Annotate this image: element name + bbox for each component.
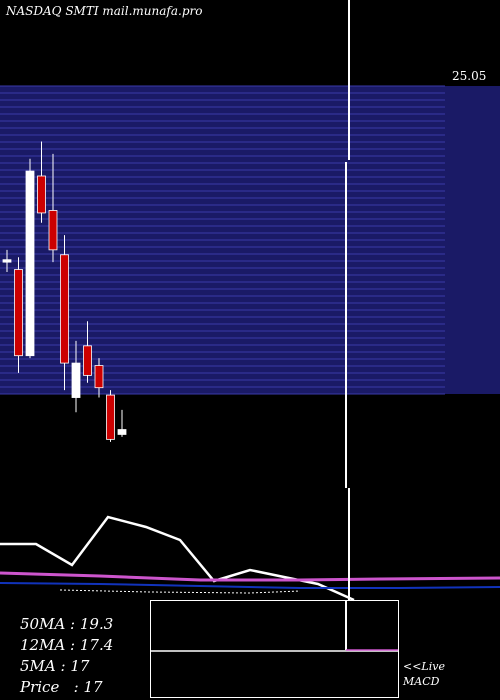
ma50-readout: 50MA : 19.3 <box>20 615 114 633</box>
candle-body <box>37 175 46 214</box>
price-scale-top-label: 25.05 <box>452 69 487 83</box>
candle-body <box>106 394 115 440</box>
ma-info-panel: 50MA : 19.3 12MA : 17.4 5MA : 17 Price :… <box>20 614 113 698</box>
macd-label[interactable]: MACD <box>403 675 440 688</box>
ma5-readout: 5MA : 17 <box>20 657 90 675</box>
price-scale-band <box>445 86 500 394</box>
ma12-readout: 12MA : 17.4 <box>20 636 114 654</box>
candle-body <box>48 210 58 251</box>
chart-title: NASDAQ SMTI mail.munafa.pro <box>6 4 203 18</box>
ma12-line <box>0 582 500 589</box>
dotted-indicator-line <box>59 589 301 594</box>
candle-body <box>60 254 69 364</box>
candle-body <box>71 362 81 398</box>
live-label[interactable]: <<Live <box>403 660 445 673</box>
live-macd-link[interactable]: <<Live MACD <box>403 659 445 689</box>
indicator-lines <box>0 515 500 602</box>
candle-body <box>14 269 23 357</box>
candles <box>2 141 127 442</box>
macd-panel <box>150 600 399 698</box>
candle-body <box>25 170 35 357</box>
price-readout: Price : 17 <box>20 678 103 696</box>
candle-body <box>117 429 127 435</box>
candle-body <box>2 259 12 263</box>
candle-body <box>94 365 104 389</box>
price-grid-band <box>0 85 500 395</box>
candle-body <box>83 345 92 376</box>
ma50-line <box>0 571 500 582</box>
